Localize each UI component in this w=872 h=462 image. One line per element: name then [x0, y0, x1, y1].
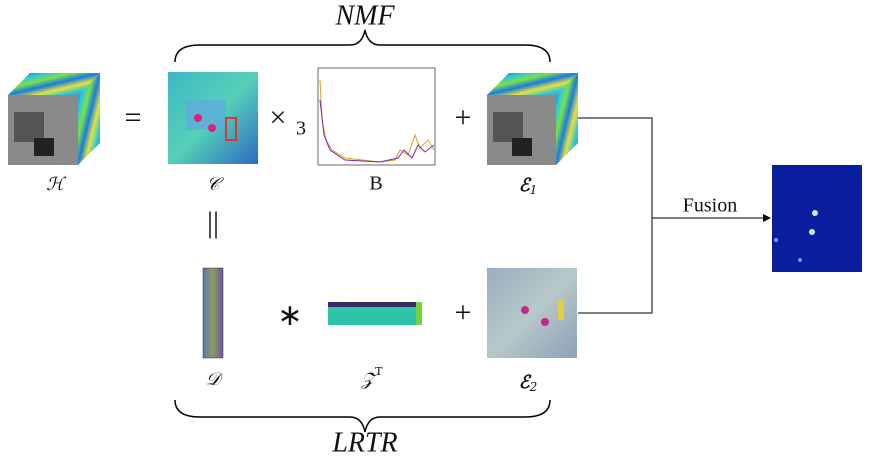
node-label: 𝒵T [360, 365, 383, 390]
operator: × [270, 101, 287, 134]
edge-label: Fusion [683, 195, 737, 217]
plot-b [317, 67, 436, 166]
image-d [202, 267, 224, 359]
node-symbol: 𝒵 [360, 369, 379, 390]
operator: = [125, 101, 142, 134]
node-superscript: T [375, 365, 383, 378]
image-z [328, 302, 422, 325]
top-label: NMF [334, 0, 395, 31]
node-symbol: ℰ [519, 175, 532, 196]
output-image [772, 165, 862, 272]
top-brace [174, 29, 551, 63]
cube-h [8, 73, 100, 165]
bottom-brace [174, 399, 551, 433]
image-c [168, 72, 258, 164]
node-symbol: ℰ [519, 372, 532, 393]
image-e2 [487, 268, 577, 358]
node-label: ℋ [46, 174, 67, 195]
node-subscript: 1 [530, 183, 538, 197]
operator: ∗ [277, 299, 302, 332]
operator-mode: 3 [296, 118, 306, 140]
node-label: ℰ2 [519, 372, 538, 394]
node-subscript: 2 [529, 380, 538, 394]
node-label: 𝒟 [206, 369, 224, 390]
operator: || [207, 206, 219, 239]
operator: + [455, 101, 472, 134]
node-label: ℰ1 [519, 175, 538, 197]
node-label: 𝒞 [206, 174, 224, 195]
operator: + [455, 296, 472, 329]
connector [578, 117, 653, 314]
bottom-label: LRTR [331, 427, 397, 458]
node-label: B [369, 173, 382, 195]
cube-e1 [487, 73, 578, 165]
